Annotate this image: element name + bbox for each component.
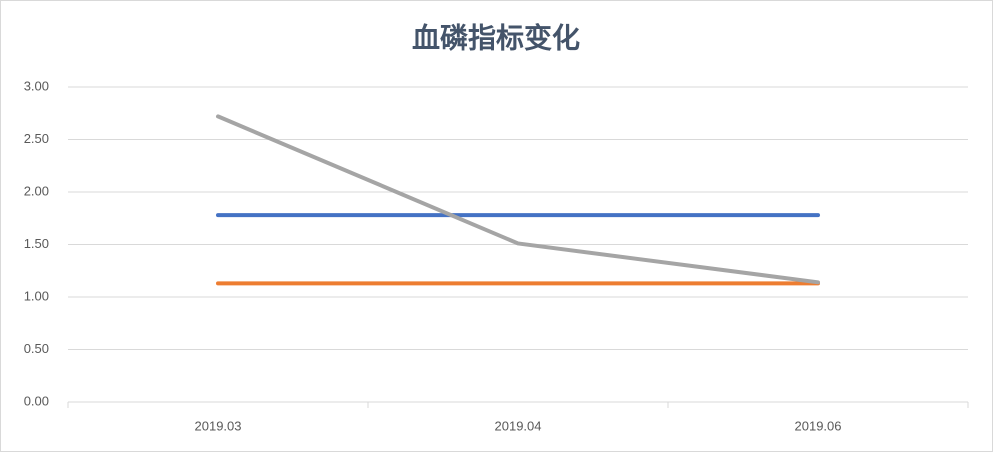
y-tick-label: 1.00 — [24, 288, 49, 303]
x-tick-label: 2019.06 — [795, 418, 842, 433]
y-tick-label: 0.00 — [24, 393, 49, 408]
y-tick-label: 2.00 — [24, 183, 49, 198]
y-tick-label: 0.50 — [24, 341, 49, 356]
y-tick-label: 2.50 — [24, 131, 49, 146]
y-tick-label: 1.50 — [24, 236, 49, 251]
series-line — [216, 114, 820, 285]
chart-title: 血磷指标变化 — [412, 21, 580, 53]
x-tick-label: 2019.03 — [195, 418, 242, 433]
y-tick-label: 3.00 — [24, 78, 49, 93]
x-tick-label: 2019.04 — [495, 418, 542, 433]
